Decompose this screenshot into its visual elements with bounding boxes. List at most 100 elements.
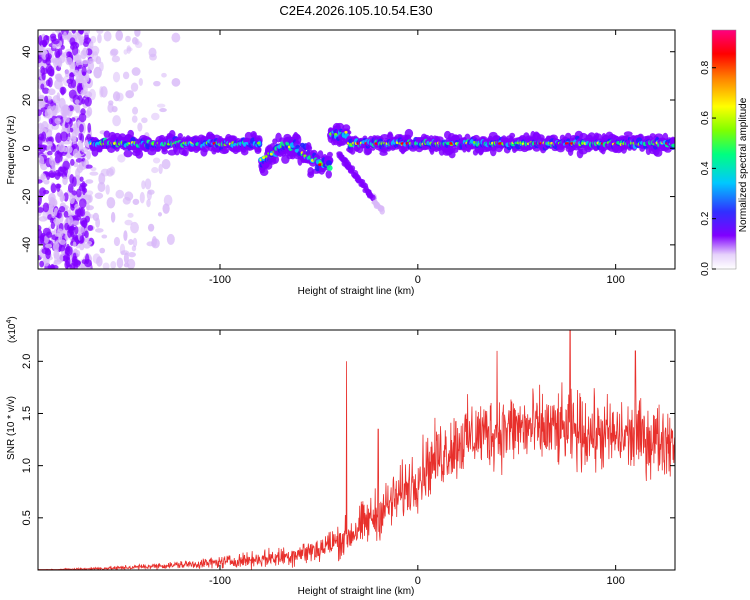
- spectrogram-noise-blob: [95, 217, 101, 228]
- spectrogram-noise-blob: [74, 203, 80, 210]
- spectrogram-noise-blob: [134, 38, 140, 46]
- spectrogram-noise-blob: [102, 262, 110, 269]
- spectrogram-noise-blob: [72, 148, 79, 158]
- spectrogram-noise-blob: [50, 183, 57, 194]
- spectrogram-noise-blob: [41, 247, 49, 254]
- spectrogram-branch-blob: [379, 208, 385, 215]
- spectrogram-noise-blob: [127, 212, 134, 218]
- spectrogram-noise-blob: [126, 47, 133, 52]
- spectrogram-ytick-label: -40: [21, 237, 33, 253]
- spectrogram-noise-blob: [82, 71, 86, 76]
- spectrogram-noise-blob: [147, 189, 155, 195]
- spectrogram-noise-blob: [57, 32, 63, 42]
- spectrogram-noise-blob: [44, 243, 53, 248]
- spectrogram-noise-blob: [65, 116, 70, 123]
- spectrogram-noise-blob: [40, 173, 46, 181]
- spectrogram-noise-blob: [115, 189, 125, 199]
- spectrogram-noise-blob: [56, 228, 64, 238]
- spectrogram-noise-blob: [47, 105, 53, 116]
- spectrogram-branch-blob: [352, 173, 358, 179]
- spectrogram-band-core: [671, 143, 675, 148]
- spectrogram-noise-blob: [63, 210, 69, 218]
- spectrogram-frame: [37, 29, 676, 270]
- spectrogram-noise-blob: [50, 221, 55, 230]
- spectrogram-band-outer: [326, 151, 333, 158]
- spectrogram-ytick-label: 0: [21, 145, 33, 151]
- spectrogram-noise-blob: [82, 59, 89, 65]
- spectrogram-noise-blob: [78, 113, 87, 123]
- snr-series-line: [38, 330, 675, 570]
- spectrogram-noise-blob: [71, 117, 76, 122]
- spectrogram-noise-blob: [55, 73, 63, 82]
- spectrogram-noise-blob: [95, 228, 104, 233]
- spectrogram-noise-blob: [105, 184, 110, 195]
- spectrogram-noise-blob: [137, 122, 143, 132]
- spectrogram-noise-blob: [79, 207, 86, 217]
- spectrogram-noise-blob: [110, 211, 116, 223]
- spectrogram-noise-blob: [98, 172, 106, 185]
- spectrogram-noise-blob: [65, 253, 71, 261]
- spectrogram-noise-blob: [148, 47, 157, 58]
- spectrogram-noise-blob: [162, 203, 170, 214]
- spectrogram-noise-blob: [45, 79, 51, 87]
- spectrogram-noise-blob: [74, 208, 82, 217]
- spectrogram-noise-blob: [101, 234, 108, 239]
- spectrogram-noise-blob: [72, 241, 77, 248]
- spectrogram-noise-blob: [53, 249, 60, 260]
- spectrogram-noise-blob: [72, 220, 80, 226]
- spectrogram-noise-blob: [69, 194, 75, 205]
- spectrogram-noise-blob: [67, 215, 74, 227]
- spectrogram-noise-blob: [139, 191, 145, 204]
- spectrogram-noise-blob: [38, 56, 43, 64]
- spectrogram-band-core: [326, 164, 333, 172]
- spectrogram-noise-blob: [74, 99, 80, 105]
- spectrogram-band-outer: [161, 146, 167, 153]
- spectrogram-noise-blob: [171, 77, 181, 87]
- spectrogram-noise-blob: [49, 155, 54, 166]
- spectrogram-band-outer: [256, 146, 262, 153]
- spectrogram-noise-blob: [49, 33, 57, 39]
- spectrogram-noise-blob: [151, 235, 157, 248]
- spectrogram-noise-blob: [171, 32, 181, 43]
- snr-axes: -100 0 100 0.5 1.0 1.5 2.0: [21, 330, 675, 587]
- snr-ytick-label: 0.5: [21, 510, 33, 525]
- spectrogram-noise-blob: [151, 112, 160, 121]
- spectrogram-content: [38, 30, 675, 269]
- spectrogram-band-peak: [256, 141, 261, 145]
- spectrogram-band-peak: [344, 130, 348, 134]
- spectrogram-noise-blob: [50, 58, 58, 63]
- spectrogram-noise-blob: [62, 146, 68, 153]
- spectrogram-noise-blob: [45, 57, 51, 66]
- spectrogram-noise-blob: [66, 78, 74, 85]
- spectrogram-noise-blob: [113, 236, 121, 247]
- snr-ytick-label: 1.0: [21, 458, 33, 473]
- spectrogram-noise-blob: [157, 212, 163, 217]
- spectrogram-noise-blob: [83, 30, 91, 36]
- spectrogram-noise-blob: [141, 180, 146, 190]
- spectrogram-noise-blob: [156, 103, 166, 108]
- spectrogram-noise-blob: [61, 194, 66, 201]
- spectrogram-noise-blob: [90, 166, 97, 172]
- spectrogram-noise-blob: [54, 169, 61, 180]
- spectrogram-noise-blob: [87, 224, 94, 231]
- spectrogram-noise-blob: [84, 215, 90, 223]
- spectrogram-noise-blob: [124, 219, 133, 226]
- spectrogram-noise-blob: [134, 41, 143, 49]
- spectrogram-noise-blob: [96, 30, 104, 34]
- spectrogram-ytick-label: -20: [21, 189, 33, 205]
- spectrogram-band-outer: [387, 131, 393, 138]
- snr-ytick-label: 1.5: [21, 406, 33, 421]
- spectrogram-noise-blob: [71, 190, 77, 196]
- spectrogram-noise-blob: [60, 44, 65, 50]
- spectrogram-noise-blob: [110, 261, 117, 269]
- spectrogram-noise-blob: [67, 183, 74, 193]
- spectrogram-band-peak: [264, 155, 268, 158]
- colorbar-ticks: 0.0 0.2 0.4 0.6 0.8: [700, 60, 716, 276]
- spectrogram-noise-blob: [60, 131, 68, 142]
- spectrogram-ytick-label: 40: [21, 46, 33, 58]
- spectrogram-noise-blob: [87, 66, 91, 75]
- spectrogram-noise-blob: [48, 192, 56, 204]
- snr-x-label: Height of straight line (km): [298, 586, 415, 597]
- spectrogram-noise-blob: [39, 187, 47, 197]
- spectrogram-noise-blob: [126, 45, 132, 54]
